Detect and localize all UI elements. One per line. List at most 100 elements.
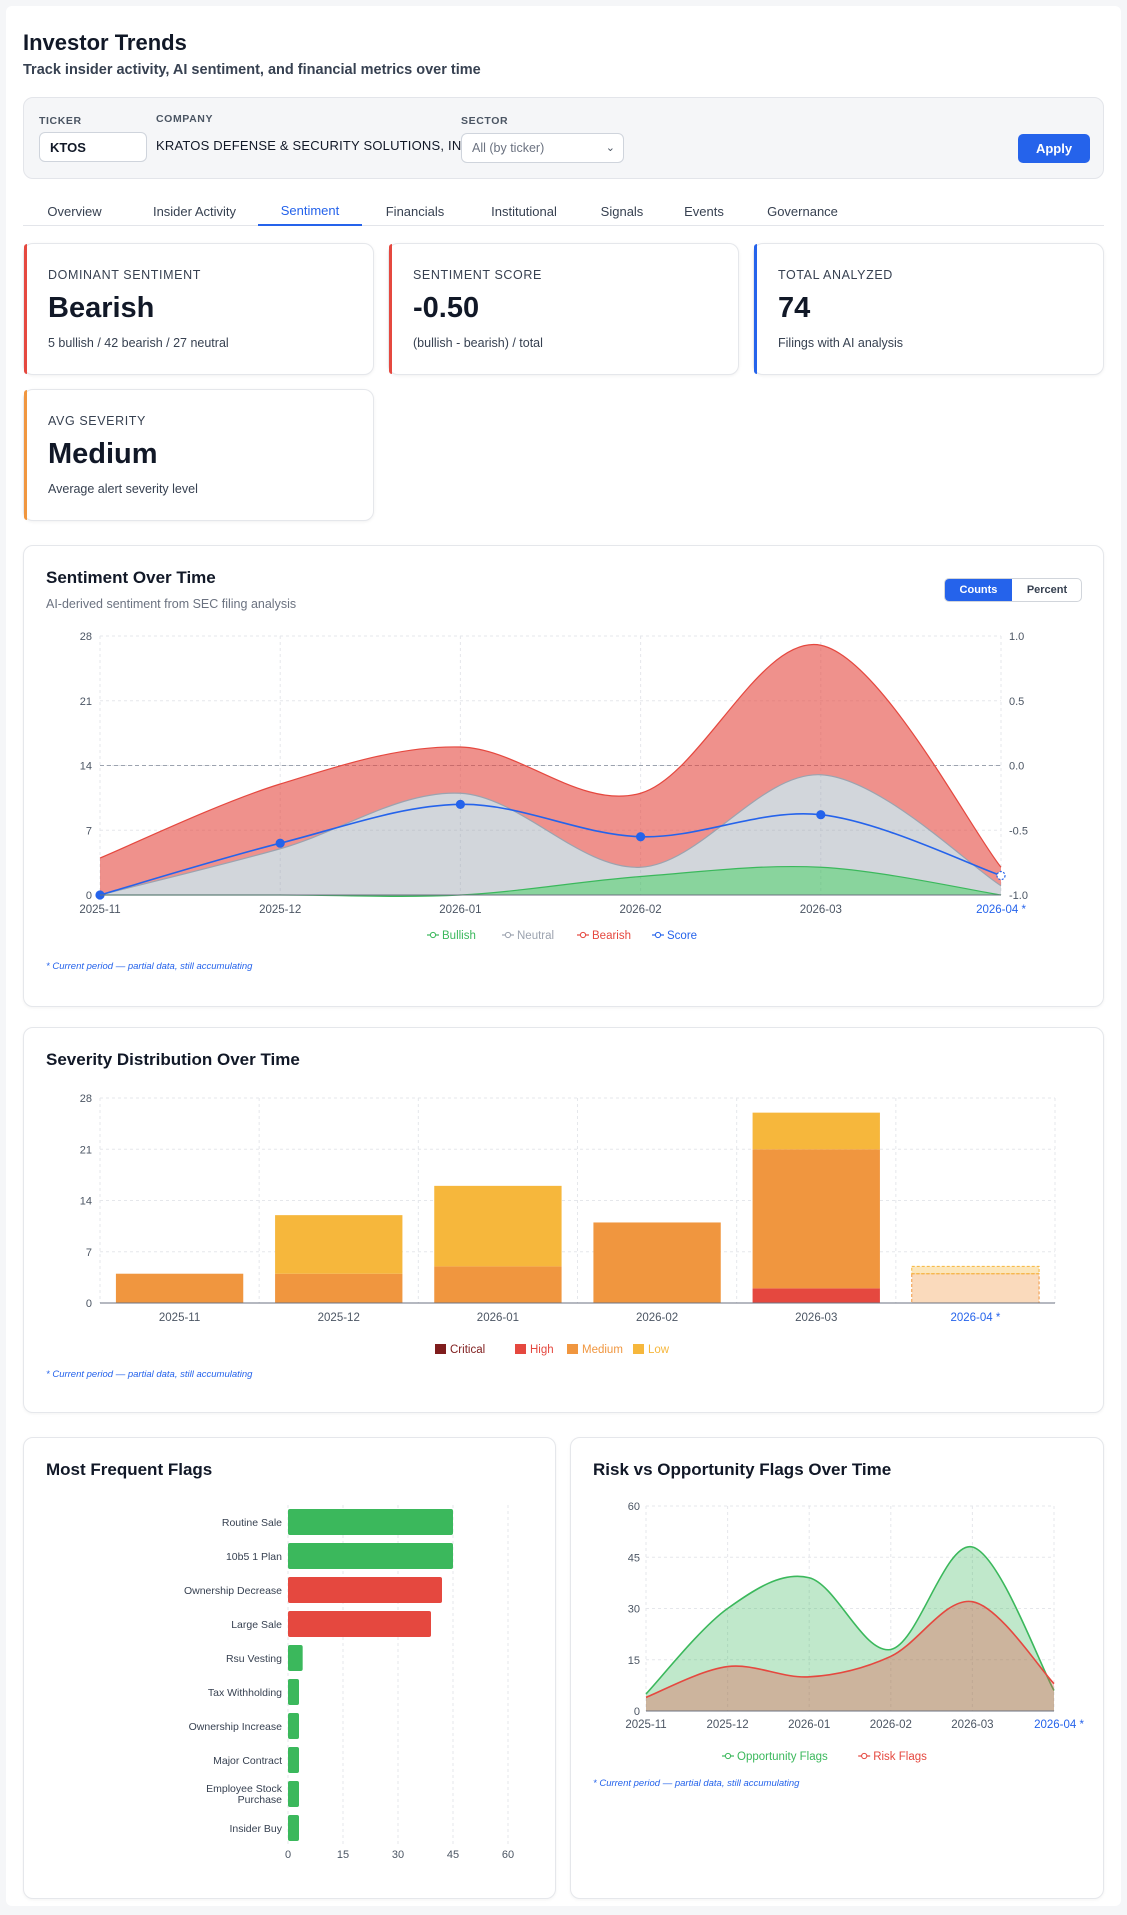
kpi-accent: [24, 390, 27, 520]
bar-medium: [434, 1266, 562, 1303]
sentiment-chart: 0 7 14 21 28 1.0 0.5 0.0 -0.5 -1.0 2025-11 2025-12 2…: [79, 631, 1028, 942]
bar-medium: [752, 1149, 880, 1289]
x-tick-label: 2026-01: [477, 1312, 519, 1324]
view-mode-toggle: Counts Percent: [944, 578, 1082, 602]
counts-toggle-button[interactable]: Counts: [945, 579, 1012, 601]
x-tick-label: 2025-12: [318, 1312, 360, 1324]
tab-financials[interactable]: Financials: [385, 203, 445, 219]
filter-bar: TICKER KTOS COMPANY KRATOS DEFENSE & SEC…: [23, 97, 1104, 179]
percent-toggle-button[interactable]: Percent: [1026, 584, 1068, 596]
y2-tick-label: 1.0: [1009, 631, 1024, 643]
series-area-bullish: [100, 866, 1001, 897]
kpi-label: SENTIMENT SCORE: [413, 268, 542, 282]
flag-bar: [288, 1577, 442, 1603]
y-tick-label: 45: [628, 1552, 640, 1564]
company-label: COMPANY: [156, 113, 214, 125]
x-tick-label: 60: [502, 1849, 514, 1861]
bar-medium: [911, 1273, 1040, 1304]
x-tick-label: 2026-02: [870, 1719, 912, 1731]
y-tick-label: 28: [80, 1093, 92, 1105]
x-tick-label: 2026-02: [636, 1312, 678, 1324]
series-area-opportunity-flags: [646, 1546, 1054, 1711]
ticker-input[interactable]: KTOS: [39, 132, 147, 162]
tab-insider-activity[interactable]: Insider Activity: [152, 203, 237, 219]
score-point: [816, 810, 826, 820]
x-tick-label: 2026-03: [800, 904, 842, 916]
x-tick-label: 2026-01: [439, 904, 481, 916]
y-tick-label: 7: [86, 825, 92, 837]
kpi-sub: Filings with AI analysis: [778, 336, 904, 350]
tab-institutional[interactable]: Institutional: [491, 203, 557, 219]
flag-label: 10b5 1 Plan: [226, 1551, 282, 1563]
kpi-accent: [389, 244, 392, 374]
sentiment-card-title: Sentiment Over Time: [46, 568, 216, 587]
sector-select[interactable]: All (by ticker) ⌄: [461, 133, 624, 163]
flag-bar: [288, 1781, 299, 1807]
y-tick-label: 21: [80, 696, 92, 708]
kpi-accent: [24, 244, 27, 374]
kpi-avg-severity: AVG SEVERITY Medium Average alert severi…: [23, 389, 374, 521]
tab-sentiment[interactable]: Sentiment: [258, 196, 362, 226]
x-tick-label: 0: [285, 1849, 291, 1861]
kpi-sub: 5 bullish / 42 bearish / 27 neutral: [48, 336, 229, 350]
flag-bar: [288, 1509, 453, 1535]
series-line-opportunity-flags: [645, 1546, 1055, 1695]
kpi-sub: (bullish - bearish) / total: [413, 336, 543, 350]
x-tick-label: 2026-04 *: [950, 1312, 1000, 1324]
series-line-risk-flags: [645, 1600, 1055, 1699]
x-tick-label: 2025-11: [159, 1312, 200, 1324]
kpi-dominant-sentiment: DOMINANT SENTIMENT Bearish 5 bullish / 4…: [23, 243, 374, 375]
kpi-sentiment-score: SENTIMENT SCORE -0.50 (bullish - bearish…: [388, 243, 739, 375]
tab-governance[interactable]: Governance: [767, 203, 838, 219]
flag-label: Employee Stock: [206, 1783, 283, 1795]
kpi-value: 74: [778, 292, 811, 324]
flag-bar: [288, 1713, 299, 1739]
severity-partial-note: * Current period — partial data, still a…: [46, 1369, 253, 1380]
page-title: Investor Trends: [23, 30, 187, 55]
severity-chart: 0 7 14 21 28 2025-11 2025-12 2026-01 2026-02 2026…: [80, 1093, 1056, 1356]
flag-label: Rsu Vesting: [226, 1653, 282, 1665]
y2-tick-label: 0.0: [1009, 761, 1024, 773]
x-tick-label: 2025-11: [625, 1719, 666, 1731]
legend-marker: [579, 931, 587, 939]
y2-tick-label: -1.0: [1009, 890, 1028, 902]
flag-label: Purchase: [238, 1794, 283, 1806]
legend-swatch: [435, 1344, 446, 1354]
bar-low: [752, 1112, 880, 1150]
x-tick-label: 2026-03: [795, 1312, 837, 1324]
sector-select-value: All (by ticker): [472, 141, 545, 155]
bar-medium: [593, 1222, 721, 1303]
flag-bar: [288, 1645, 303, 1671]
risk-opportunity-chart: 0 15 30 45 60 2025-11 2025-12 2026-01 2026-02 202…: [625, 1501, 1084, 1763]
kpi-value: -0.50: [413, 292, 480, 324]
series-area-neutral: [100, 774, 1001, 897]
kpi-total-analyzed: TOTAL ANALYZED 74 Filings with AI analys…: [753, 243, 1104, 375]
tab-overview[interactable]: Overview: [47, 203, 102, 219]
kpi-accent: [754, 244, 757, 374]
legend-label: Opportunity Flags: [737, 1751, 828, 1763]
chevron-down-icon: ⌄: [605, 142, 615, 154]
flag-label: Ownership Decrease: [184, 1585, 282, 1597]
legend-marker: [504, 931, 512, 939]
sentiment-card-subtitle: AI-derived sentiment from SEC filing ana…: [46, 597, 297, 611]
flag-label: Large Sale: [231, 1619, 282, 1631]
tab-events[interactable]: Events: [684, 203, 724, 219]
score-point: [635, 832, 646, 842]
y-tick-label: 7: [86, 1247, 92, 1259]
y-tick-label: 14: [80, 1196, 92, 1208]
kpi-label: AVG SEVERITY: [48, 414, 146, 428]
y-tick-label: 0: [634, 1706, 640, 1718]
kpi-label: DOMINANT SENTIMENT: [48, 268, 201, 282]
legend-label: Score: [667, 930, 697, 942]
apply-button[interactable]: Apply: [1018, 134, 1090, 163]
ticker-label: TICKER: [39, 115, 82, 127]
tab-signals[interactable]: Signals: [600, 203, 644, 219]
x-tick-label: 2026-04 *: [976, 904, 1026, 916]
y-tick-label: 15: [628, 1655, 640, 1667]
legend-marker: [429, 931, 437, 939]
x-tick-label: 45: [447, 1849, 459, 1861]
legend-label: Medium: [582, 1344, 623, 1356]
x-tick-label: 2026-01: [788, 1719, 830, 1731]
flag-label: Routine Sale: [222, 1517, 282, 1529]
y-tick-label: 0: [86, 890, 92, 902]
